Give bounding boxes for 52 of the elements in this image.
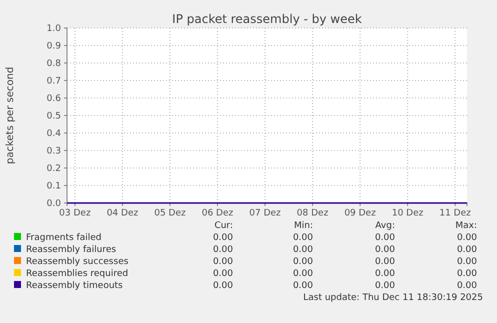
y-tick-label: 0.7 (46, 76, 61, 86)
text: 0.00 (456, 269, 478, 279)
text: Avg: (375, 221, 395, 231)
text: Last update: Thu Dec 11 18:30:19 2025 (303, 293, 483, 303)
text: 0.00 (374, 245, 396, 255)
x-tick-label: 07 Dez (249, 208, 282, 218)
text: 0.00 (212, 281, 234, 291)
x-tick-label: 10 Dez (392, 208, 424, 218)
text: 0.00 (374, 233, 396, 243)
chart-title: IP packet reassembly - by week (172, 12, 362, 26)
text: Cur: (214, 221, 233, 231)
text: 0.00 (374, 269, 396, 279)
x-tick-label: 04 Dez (106, 208, 138, 218)
legend-label: Reassembly failures (26, 245, 116, 255)
text: Min: (294, 221, 313, 231)
text: 0.00 (292, 245, 314, 255)
y-tick-label: 0.1 (46, 181, 61, 192)
x-tick-label: 06 Dez (202, 208, 234, 218)
y-tick-label: 0.3 (46, 146, 61, 156)
text: 0.00 (212, 269, 234, 279)
x-tick-label: 05 Dez (154, 208, 186, 218)
y-tick-label: 0.2 (46, 164, 61, 174)
text: 0.00 (292, 257, 314, 267)
y-tick-label: 0.9 (46, 41, 62, 52)
y-tick-label: 0.6 (46, 94, 62, 104)
text: 0.00 (292, 269, 314, 279)
y-tick-label: 1.0 (46, 24, 62, 34)
y-tick-label: 0.8 (46, 58, 62, 69)
text: 0.00 (212, 233, 234, 243)
x-tick-label: 11 Dez (439, 208, 472, 218)
text: 0.00 (374, 281, 396, 291)
x-tick-label: 03 Dez (59, 208, 91, 218)
text: Max: (455, 221, 477, 231)
text: 0.00 (212, 257, 234, 267)
legend-label: Reassemblies required (26, 269, 128, 279)
text: 0.00 (212, 245, 234, 255)
y-tick-label: 0.4 (46, 128, 62, 139)
text: 0.00 (456, 245, 478, 255)
x-tick-label: 08 Dez (296, 208, 329, 218)
text: 0.00 (456, 233, 478, 243)
text: 0.00 (374, 257, 396, 267)
y-axis-title: packets per second (5, 66, 16, 164)
legend-label: Fragments failed (26, 233, 102, 243)
legend-label: Reassembly successes (26, 257, 129, 267)
text: 0.00 (292, 281, 314, 291)
legend-label: Reassembly timeouts (26, 281, 124, 291)
y-tick-label: 0.0 (46, 198, 62, 209)
text: 0.00 (456, 281, 478, 291)
y-tick-label: 0.5 (46, 111, 61, 122)
text: 0.00 (456, 257, 478, 267)
text: 0.00 (292, 233, 314, 243)
x-tick-label: 09 Dez (344, 208, 376, 218)
